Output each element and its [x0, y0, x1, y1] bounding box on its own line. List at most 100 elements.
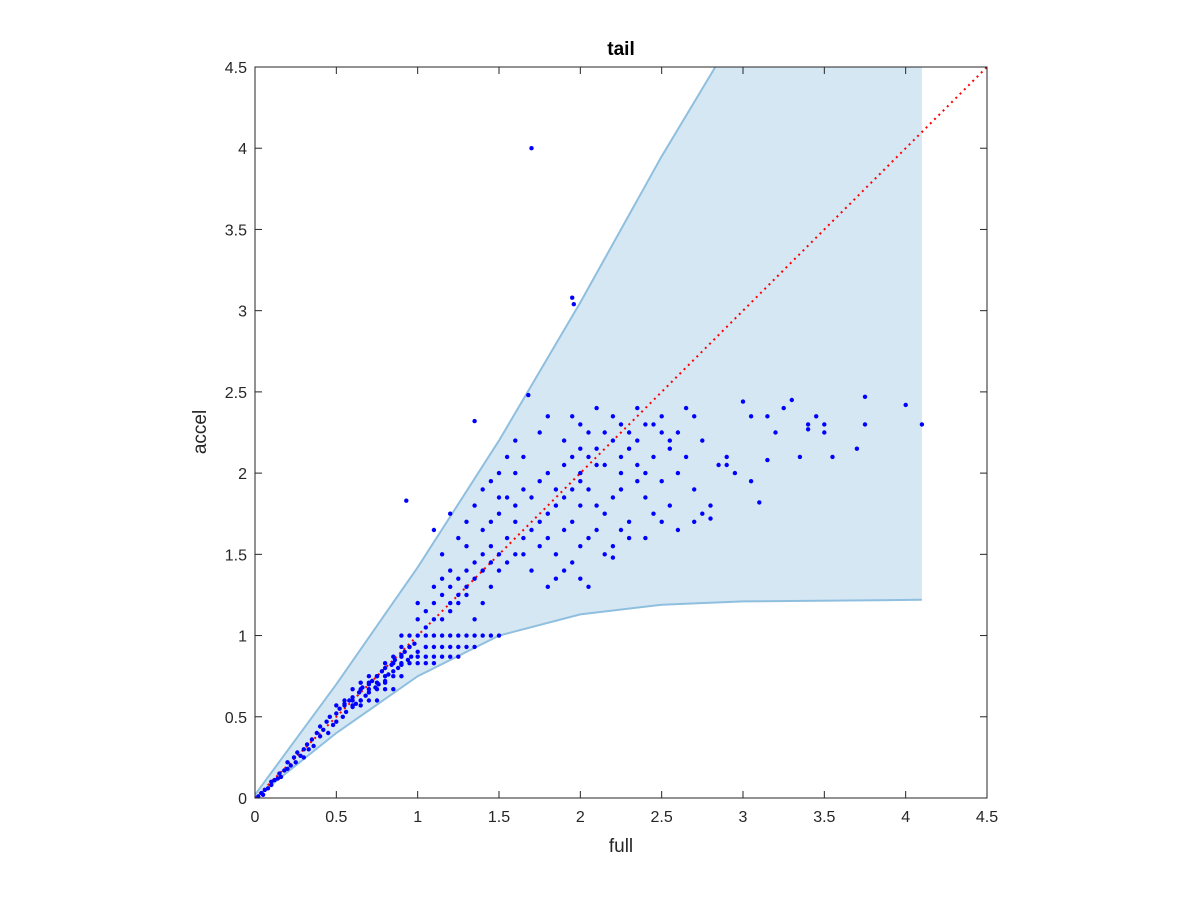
- data-point: [643, 470, 648, 476]
- data-point: [504, 495, 510, 500]
- x-tick-label: 3: [739, 809, 748, 826]
- data-point: [570, 414, 575, 419]
- data-point: [578, 503, 583, 508]
- data-point: [340, 714, 345, 719]
- data-point: [415, 633, 420, 638]
- data-point: [643, 495, 648, 500]
- data-point: [635, 438, 640, 443]
- data-point: [610, 495, 616, 500]
- data-point: [382, 687, 388, 692]
- data-point: [488, 544, 494, 549]
- data-point: [545, 535, 550, 541]
- data-point: [366, 687, 372, 692]
- data-point: [529, 527, 534, 533]
- data-point: [692, 519, 697, 524]
- data-point: [626, 519, 632, 524]
- data-point: [404, 498, 409, 503]
- data-point: [366, 698, 372, 703]
- chart-title: tail: [607, 39, 634, 60]
- data-point: [537, 430, 542, 435]
- data-point: [610, 544, 616, 549]
- x-tick-label: 4: [901, 809, 910, 826]
- data-point: [724, 462, 729, 468]
- data-point: [659, 519, 664, 524]
- data-point: [342, 698, 347, 703]
- data-point: [545, 470, 550, 476]
- data-point: [773, 430, 778, 435]
- data-point: [561, 568, 567, 573]
- data-point: [618, 454, 624, 460]
- data-point: [363, 693, 368, 698]
- data-point: [618, 422, 624, 427]
- data-point: [553, 552, 559, 557]
- data-point: [757, 500, 762, 505]
- data-point: [561, 495, 567, 500]
- data-point: [496, 633, 502, 638]
- data-point: [395, 665, 401, 671]
- data-point: [350, 698, 355, 703]
- data-point: [488, 584, 494, 589]
- data-point: [382, 665, 388, 671]
- data-point: [285, 760, 290, 765]
- data-point: [578, 446, 583, 451]
- x-tick-label: 4.5: [976, 809, 998, 826]
- plot-frame: [254, 66, 988, 799]
- data-point: [626, 446, 632, 451]
- x-axis-label: full: [609, 836, 633, 857]
- data-point: [504, 535, 510, 541]
- data-point: [561, 462, 567, 468]
- data-point: [765, 457, 770, 463]
- data-point: [415, 661, 420, 666]
- data-point: [464, 519, 469, 524]
- data-point: [366, 674, 372, 679]
- data-point: [545, 584, 550, 589]
- data-point: [431, 600, 437, 606]
- data-point: [602, 430, 607, 435]
- data-point: [334, 703, 339, 708]
- data-point: [561, 527, 567, 533]
- data-point: [399, 633, 404, 638]
- y-tick-label: 1: [238, 629, 247, 646]
- data-point: [327, 714, 332, 719]
- data-point: [594, 446, 599, 451]
- data-point: [464, 644, 469, 650]
- data-point: [439, 644, 445, 650]
- data-point: [456, 535, 461, 541]
- data-point: [379, 669, 385, 674]
- data-point: [407, 661, 412, 666]
- data-point: [472, 617, 477, 622]
- data-point: [683, 454, 689, 460]
- data-point: [789, 397, 794, 403]
- data-point: [358, 680, 363, 685]
- data-point: [675, 430, 681, 435]
- data-point: [570, 519, 575, 524]
- data-point: [431, 661, 437, 666]
- data-point: [488, 560, 494, 565]
- data-point: [456, 644, 461, 650]
- data-point: [431, 633, 437, 638]
- x-tick-label: 1: [413, 809, 422, 826]
- data-point: [586, 535, 591, 541]
- data-point: [306, 747, 311, 752]
- y-tick-label: 2: [238, 466, 247, 483]
- data-point: [431, 654, 437, 659]
- data-point: [293, 760, 298, 765]
- y-axis: 0 0.5 1 1.5 2 2.5 3 3.5 4 4.5: [225, 60, 987, 808]
- data-point: [480, 633, 485, 638]
- data-point: [265, 786, 271, 791]
- data-point: [586, 584, 591, 589]
- data-point: [496, 470, 502, 476]
- data-point: [342, 703, 347, 708]
- data-point: [326, 730, 331, 736]
- data-point: [708, 516, 713, 521]
- data-point: [472, 503, 477, 508]
- data-point: [553, 503, 559, 508]
- data-point: [537, 479, 542, 484]
- data-point: [347, 698, 352, 703]
- data-point: [334, 719, 339, 724]
- data-point: [504, 454, 510, 460]
- data-point: [423, 625, 428, 630]
- data-point: [513, 503, 518, 508]
- data-point: [439, 617, 445, 622]
